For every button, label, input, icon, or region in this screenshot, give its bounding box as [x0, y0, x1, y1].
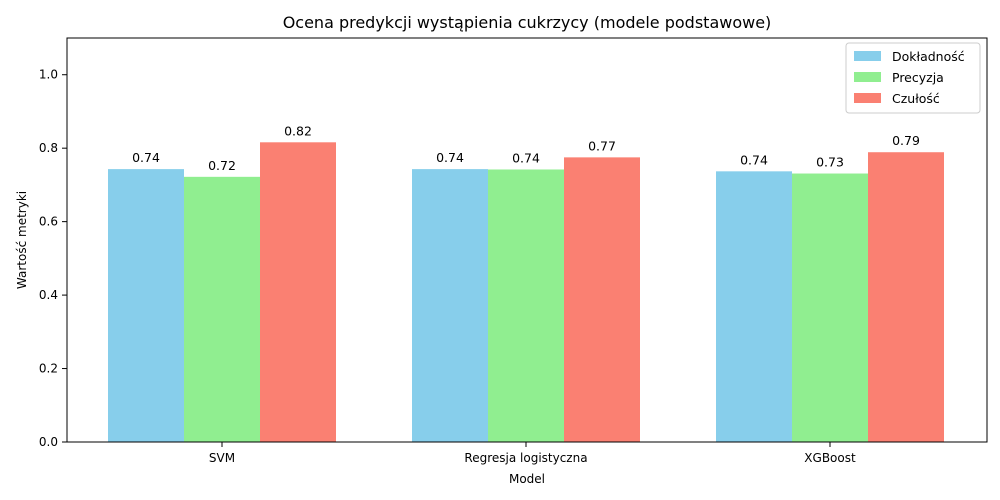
data-label-1-2: 0.74 [436, 150, 464, 165]
x-axis-label: Model [509, 472, 545, 486]
plot-frame [66, 37, 988, 443]
legend-entry-1: Dokładność [892, 49, 965, 64]
data-label-3-3: 0.79 [892, 133, 920, 148]
data-label-2-3: 0.73 [816, 155, 844, 170]
y-tick-label-3: 0.4 [39, 288, 58, 302]
x-tick-label-1: SVM [209, 451, 235, 465]
legend-entry-3: Czułość [892, 91, 940, 106]
bar-3-3 [868, 152, 944, 443]
data-label-3-1: 0.82 [284, 123, 312, 138]
bar-3-1 [260, 142, 336, 442]
data-label-1-1: 0.74 [132, 150, 160, 165]
bar-2-3 [792, 173, 868, 443]
y-tick-label-4: 0.6 [39, 215, 58, 229]
bar-2-1 [184, 176, 260, 442]
data-label-3-2: 0.77 [588, 138, 616, 153]
data-label-2-2: 0.74 [512, 150, 540, 165]
bar-1-2 [412, 169, 488, 442]
y-tick-label-5: 0.8 [39, 141, 58, 155]
bar-3-2 [564, 157, 640, 442]
bar-1-3 [716, 171, 792, 442]
y-tick-label-1: 0.0 [39, 435, 58, 449]
legend: Dokładność Precyzja Czułość [845, 42, 981, 114]
plot-area: 0.74 0.74 0.74 0.72 0.74 0.73 0.82 0.77 0.79 0.0 0… [39, 37, 988, 465]
bar-1-1 [108, 169, 184, 442]
chart-title: Ocena predykcji wystąpienia cukrzycy (mo… [283, 13, 772, 32]
data-label-1-3: 0.74 [740, 152, 768, 167]
x-tick-label-3: XGBoost [804, 451, 856, 465]
legend-swatch-3 [854, 93, 881, 103]
legend-swatch-1 [854, 51, 881, 61]
data-label-2-1: 0.72 [208, 158, 236, 173]
legend-swatch-2 [854, 72, 881, 82]
bar-2-2 [488, 169, 564, 442]
x-tick-label-2: Regresja logistyczna [464, 451, 587, 465]
y-tick-label-6: 1.0 [39, 68, 58, 82]
y-axis-label: Wartość metryki [15, 191, 29, 289]
y-tick-label-2: 0.2 [39, 362, 58, 376]
legend-entry-2: Precyzja [892, 70, 944, 85]
